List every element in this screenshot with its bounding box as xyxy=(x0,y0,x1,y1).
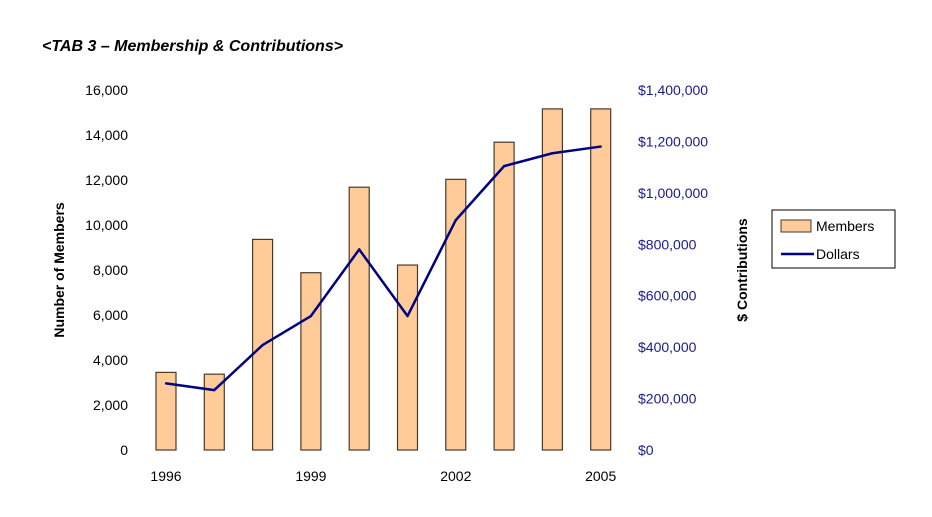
bar-2003 xyxy=(493,141,515,451)
dollars-point-2002 xyxy=(454,218,457,222)
bar-2001 xyxy=(396,264,419,451)
dollars-point-2004 xyxy=(551,152,554,155)
bar-2000 xyxy=(348,186,370,451)
bar-2004 xyxy=(541,108,564,451)
dollars-point-1998 xyxy=(261,343,264,347)
y-tick-label: 0 xyxy=(120,442,128,458)
x-tick-label: 2002 xyxy=(440,468,471,484)
dollars-point-1996 xyxy=(164,382,168,385)
x-tick-label: 1999 xyxy=(295,468,326,484)
legend-dollars-label: Dollars xyxy=(816,246,860,262)
y2-axis-title: $ Contributions xyxy=(734,218,750,322)
y2-tick-label: $0 xyxy=(638,442,654,458)
x-tick-label: 1996 xyxy=(150,468,181,484)
y-tick-label: 10,000 xyxy=(85,217,128,233)
y2-tick-label: $800,000 xyxy=(638,236,697,252)
bar-1996 xyxy=(155,371,177,451)
y-axis-title: Number of Members xyxy=(51,202,67,338)
dollars-point-1999 xyxy=(309,314,313,318)
dollars-point-1997 xyxy=(213,388,216,392)
legend-members-swatch xyxy=(780,219,812,233)
y-tick-label: 2,000 xyxy=(93,397,128,413)
y2-tick-label: $1,000,000 xyxy=(638,185,708,201)
y2-tick-label: $600,000 xyxy=(638,288,697,304)
y-tick-label: 8,000 xyxy=(93,262,128,278)
y-tick-label: 14,000 xyxy=(85,127,128,143)
x-tick-label: 2005 xyxy=(585,468,616,484)
dollars-point-2000 xyxy=(358,248,361,251)
y-tick-label: 6,000 xyxy=(93,307,128,323)
bar-2002 xyxy=(445,178,467,451)
y2-tick-label: $1,200,000 xyxy=(638,133,708,149)
legend-members-label: Members xyxy=(816,218,874,234)
dollars-point-2005 xyxy=(599,145,602,148)
y2-tick-label: $1,400,000 xyxy=(638,82,708,98)
y2-tick-label: $400,000 xyxy=(638,339,697,355)
bar-1999 xyxy=(300,272,322,451)
dollars-line xyxy=(165,145,601,392)
page-heading: <TAB 3 – Membership & Contributions> xyxy=(42,38,344,55)
y2-tick-label: $200,000 xyxy=(638,391,697,407)
dollars-point-2001 xyxy=(406,314,409,318)
y-tick-label: 4,000 xyxy=(93,352,128,368)
y-tick-label: 12,000 xyxy=(85,172,128,188)
y-tick-label: 16,000 xyxy=(85,82,128,98)
dollars-point-2003 xyxy=(502,164,506,168)
bar-1997 xyxy=(203,373,225,451)
bar-2005 xyxy=(590,108,612,451)
